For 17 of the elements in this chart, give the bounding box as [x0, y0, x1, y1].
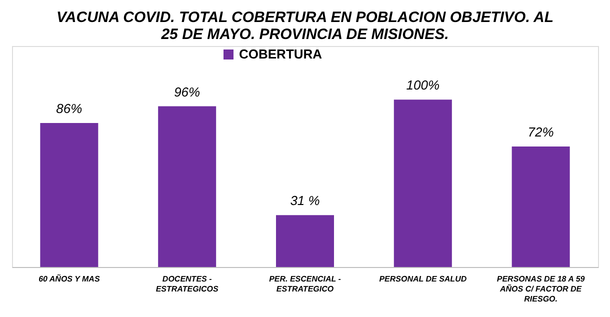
chart-title: VACUNA COVID. TOTAL COBERTURA EN POBLACION OBJETIVO. AL 25 DE MAYO. PROVINCIA DE MISIONES. [56, 9, 554, 43]
x-tick-label: PER. ESCENCIAL - ESTRATEGICO [269, 274, 342, 294]
bar [276, 215, 334, 267]
data-label: 86% [56, 101, 82, 116]
bar [40, 123, 98, 267]
data-label: 72% [528, 124, 554, 140]
bar [512, 146, 570, 267]
bar [158, 106, 216, 267]
legend-label: COBERTURA [239, 46, 323, 62]
x-tick-label: DOCENTES - ESTRATEGICOS [156, 274, 220, 294]
x-tick-label: PERSONAS DE 18 A 59 AÑOS C/ FACTOR DE RIESGO. [496, 274, 586, 304]
x-tick-label: PERSONAL DE SALUD [379, 274, 467, 284]
data-label: 96% [174, 84, 200, 100]
x-tick-label: 60 AÑOS Y MAS [38, 274, 100, 284]
bar [394, 100, 452, 267]
data-label: 31 % [290, 193, 320, 208]
data-label: 100% [406, 78, 440, 93]
